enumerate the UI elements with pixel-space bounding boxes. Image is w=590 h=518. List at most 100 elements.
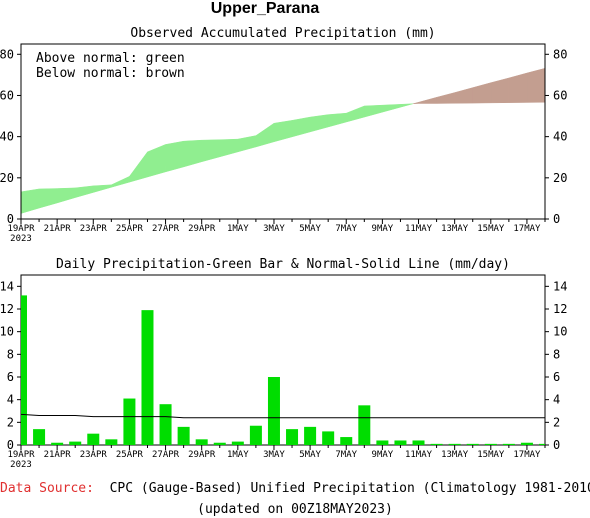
daily-precip-bar: [322, 431, 335, 445]
daily-precip-bar: [430, 443, 443, 445]
accum-xtick-label: 11MAY: [405, 224, 433, 234]
daily-ytick-label-right: 14: [553, 279, 567, 293]
accum-xtick-label: 15MAY: [477, 224, 505, 234]
daily-xtick-label: 29APR: [188, 450, 216, 460]
below-normal-area: [454, 87, 473, 104]
accum-xtick-label: 1MAY: [227, 224, 249, 234]
above-normal-area: [309, 114, 329, 133]
accum-ytick-label-left: 20: [0, 171, 14, 185]
daily-precip-bar: [159, 404, 172, 445]
daily-precip-bar: [105, 439, 118, 445]
daily-precip-bar: [502, 443, 515, 445]
below-normal-area: [472, 82, 492, 104]
daily-xtick-label: 9MAY: [372, 450, 394, 460]
daily-xtick-label: 1MAY: [227, 450, 249, 460]
accum-ytick-label-right: 60: [553, 88, 567, 102]
daily-precip-bar: [51, 442, 64, 445]
daily-xtick-label: 3MAY: [263, 450, 285, 460]
daily-precip-bar: [304, 426, 317, 445]
daily-precip-bar: [69, 441, 82, 445]
daily-ytick-label-right: 2: [553, 415, 560, 429]
daily-precip-bar: [21, 295, 27, 445]
above-normal-area: [255, 122, 275, 148]
above-normal-area: [400, 103, 414, 108]
above-normal-area: [129, 151, 148, 183]
daily-ytick-label-right: 10: [553, 325, 567, 339]
accum-title: Observed Accumulated Precipitation (mm): [130, 26, 435, 41]
daily-precip-bar: [249, 425, 262, 445]
above-normal-area: [291, 116, 311, 138]
daily-xtick-label: 7MAY: [335, 450, 357, 460]
daily-precip-bar: [520, 442, 533, 445]
daily-precip-bar: [448, 443, 461, 445]
above-normal-area: [93, 184, 112, 193]
accum-ytick-label-right: 0: [553, 212, 560, 226]
daily-precip-bar: [177, 426, 190, 445]
daily-title: Daily Precipitation-Green Bar & Normal-S…: [56, 257, 510, 272]
accum-xtick-label: 7MAY: [335, 224, 357, 234]
data-source-label: Data Source:: [0, 481, 94, 496]
accum-xtick-label: 3MAY: [263, 224, 285, 234]
daily-year-label: 2023: [10, 460, 32, 470]
daily-precip-bar: [123, 398, 136, 445]
above-normal-area: [183, 139, 202, 168]
daily-ytick-label-left: 0: [7, 438, 14, 452]
accum-ytick-label-right: 40: [553, 130, 567, 144]
accum-plot-frame-overlay: [20, 43, 546, 220]
above-normal-area: [345, 105, 365, 123]
accum-year-label: 2023: [10, 234, 32, 244]
below-normal-area: [526, 67, 546, 103]
above-normal-area: [237, 135, 257, 153]
legend-above-normal: Above normal: green: [36, 51, 185, 66]
accum-xtick-label: 27APR: [152, 224, 180, 234]
daily-xtick-label: 15MAY: [477, 450, 505, 460]
daily-xtick-label: 27APR: [152, 450, 180, 460]
daily-precip-bar: [466, 443, 479, 445]
daily-ytick-label-right: 4: [553, 393, 560, 407]
daily-xtick-label: 19APR: [7, 450, 35, 460]
daily-precip-bar: [87, 433, 100, 445]
daily-xtick-label: 5MAY: [299, 450, 321, 460]
daily-precip-bar: [195, 439, 208, 445]
accum-xtick-label: 5MAY: [299, 224, 321, 234]
daily-xtick-label: 21APR: [44, 450, 72, 460]
daily-ytick-label-left: 12: [0, 302, 14, 316]
accum-xtick-label: 19APR: [7, 224, 35, 234]
daily-ytick-label-left: 10: [0, 325, 14, 339]
daily-precip-bar: [340, 437, 353, 445]
above-normal-area: [165, 140, 184, 173]
daily-ytick-label-right: 8: [553, 347, 560, 361]
legend-below-normal: Below normal: brown: [36, 66, 185, 81]
accum-xtick-label: 25APR: [116, 224, 144, 234]
daily-precip-bar: [231, 441, 244, 445]
daily-precip-bar: [412, 440, 425, 445]
above-normal-area: [201, 139, 221, 163]
page-title: Upper_Parana: [211, 0, 320, 17]
daily-precip-bar: [394, 440, 407, 445]
above-normal-area: [219, 138, 239, 158]
daily-precip-bar: [358, 405, 371, 445]
data-source-line: Data Source: CPC (Gauge-Based) Unified P…: [0, 481, 590, 496]
accum-xtick-label: 23APR: [80, 224, 108, 234]
daily-ytick-label-left: 2: [7, 415, 14, 429]
daily-precip-bar: [484, 443, 497, 445]
daily-precip-bar: [33, 429, 46, 445]
accum-ytick-label-left: 0: [7, 212, 14, 226]
daily-precip-bar: [376, 440, 389, 445]
accum-xtick-label: 29APR: [188, 224, 216, 234]
accum-ytick-label-left: 80: [0, 47, 14, 61]
data-source-text: CPC (Gauge-Based) Unified Precipitation …: [109, 481, 590, 496]
daily-precip-chart: 0 0 2 2 4 4 6 6 8 8 10 10 12 12 14 14 19APR 21APR 23APR 25A…: [0, 257, 567, 470]
accum-ytick-label-left: 40: [0, 130, 14, 144]
accum-xtick-label: 9MAY: [372, 224, 394, 234]
below-normal-area: [490, 77, 510, 104]
daily-precip-bar: [267, 377, 280, 445]
daily-precip-bar: [539, 443, 545, 445]
daily-ytick-label-right: 6: [553, 370, 560, 384]
above-normal-area: [38, 188, 58, 209]
daily-ytick-label-right: 12: [553, 302, 567, 316]
daily-ytick-label-left: 6: [7, 370, 14, 384]
below-normal-area: [418, 96, 437, 104]
daily-xtick-label: 11MAY: [405, 450, 433, 460]
